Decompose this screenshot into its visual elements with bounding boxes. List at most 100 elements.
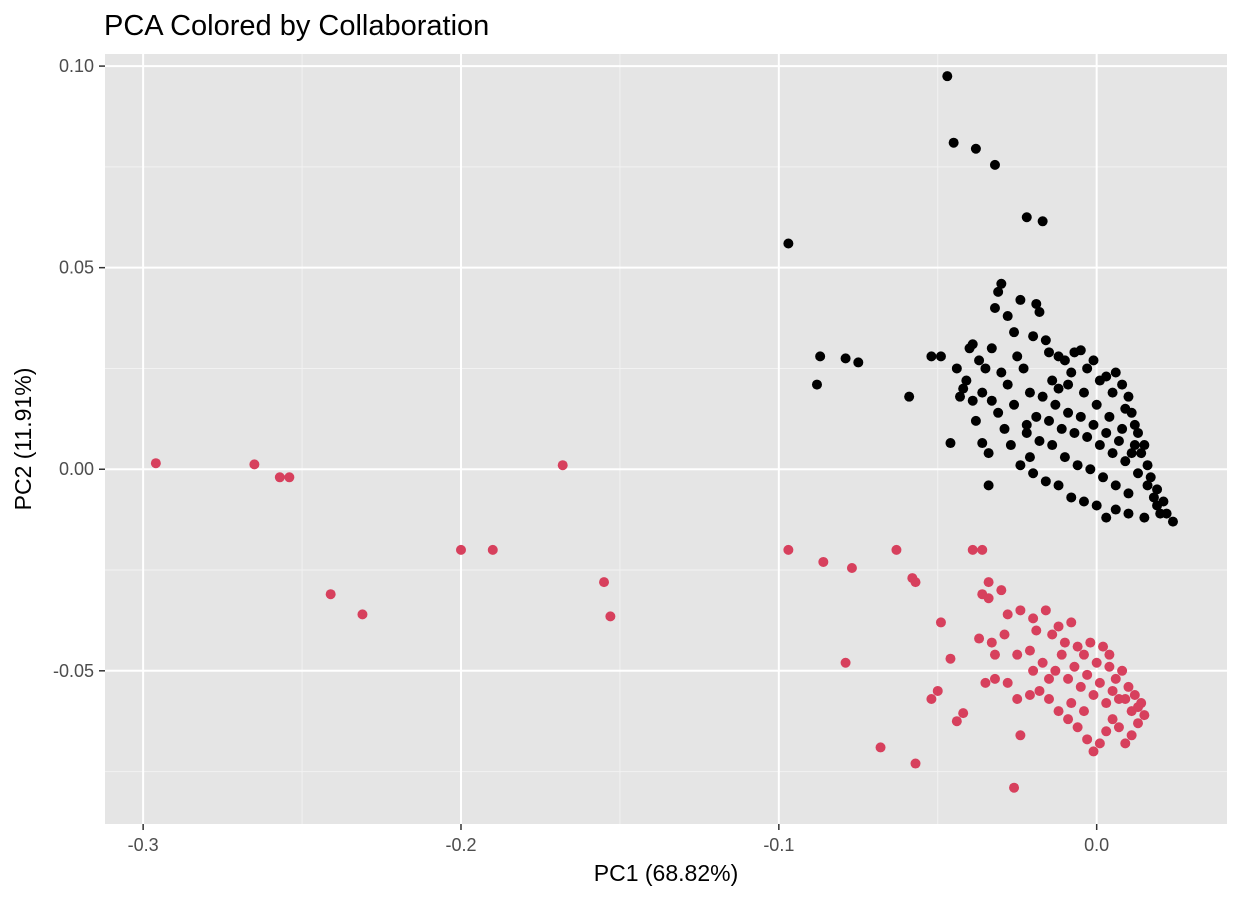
- scatter-point: [783, 238, 794, 249]
- scatter-point: [1107, 387, 1118, 398]
- scatter-point: [977, 438, 988, 449]
- scatter-point: [1091, 657, 1102, 668]
- scatter-point: [1005, 440, 1016, 451]
- scatter-point: [1123, 488, 1134, 499]
- scatter-point: [1101, 427, 1112, 438]
- scatter-point: [967, 395, 978, 406]
- x-axis-title: PC1 (68.82%): [594, 860, 738, 886]
- scatter-point: [1107, 714, 1118, 725]
- scatter-point: [974, 633, 985, 644]
- scatter-point: [1167, 516, 1178, 527]
- y-tick-label: -0.05: [53, 661, 94, 681]
- scatter-point: [983, 577, 994, 588]
- scatter-point: [1066, 617, 1077, 628]
- scatter-point: [1063, 714, 1074, 725]
- scatter-point: [993, 286, 1004, 297]
- scatter-point: [1034, 436, 1045, 447]
- scatter-point: [1031, 298, 1042, 309]
- scatter-point: [1044, 415, 1055, 426]
- scatter-point: [1053, 480, 1064, 491]
- scatter-point: [1126, 407, 1137, 418]
- scatter-point: [1047, 440, 1058, 451]
- scatter-point: [1044, 694, 1055, 705]
- scatter-point: [1129, 419, 1140, 430]
- scatter-point: [1009, 327, 1020, 338]
- scatter-point: [1024, 689, 1035, 700]
- scatter-point: [1107, 448, 1118, 459]
- scatter-point: [904, 391, 915, 402]
- scatter-point: [1098, 641, 1109, 652]
- scatter-point: [986, 395, 997, 406]
- scatter-point: [980, 363, 991, 374]
- scatter-point: [557, 460, 568, 471]
- scatter-point: [1110, 480, 1121, 491]
- scatter-point: [999, 423, 1010, 434]
- scatter-point: [989, 302, 1000, 313]
- scatter-point: [1002, 609, 1013, 620]
- scatter-point: [958, 708, 969, 719]
- scatter-point: [996, 278, 1007, 289]
- scatter-point: [1107, 685, 1118, 696]
- scatter-point: [986, 637, 997, 648]
- scatter-point: [1101, 512, 1112, 523]
- scatter-point: [1072, 460, 1083, 471]
- scatter-point: [1053, 706, 1064, 717]
- scatter-point: [1104, 411, 1115, 422]
- scatter-point: [1037, 657, 1048, 668]
- scatter-point: [1133, 702, 1144, 713]
- scatter-point: [1139, 710, 1150, 721]
- scatter-point: [1028, 613, 1039, 624]
- scatter-point: [1015, 730, 1026, 741]
- scatter-point: [1158, 496, 1169, 507]
- scatter-point: [1015, 460, 1026, 471]
- scatter-point: [1123, 508, 1134, 519]
- scatter-point: [1088, 355, 1099, 366]
- scatter-point: [977, 544, 988, 555]
- scatter-point: [818, 556, 829, 567]
- scatter-point: [1113, 436, 1124, 447]
- scatter-point: [1075, 345, 1086, 356]
- scatter-point: [935, 617, 946, 628]
- scatter-point: [948, 137, 959, 148]
- scatter-point: [1037, 391, 1048, 402]
- scatter-point: [1015, 294, 1026, 305]
- scatter-point: [1015, 605, 1026, 616]
- scatter-point: [1021, 427, 1032, 438]
- scatter-point: [1031, 625, 1042, 636]
- scatter-point: [1101, 371, 1112, 382]
- scatter-point: [1110, 673, 1121, 684]
- scatter-point: [1142, 480, 1153, 491]
- scatter-point: [1145, 472, 1156, 483]
- scatter-point: [846, 563, 857, 574]
- scatter-point: [1024, 645, 1035, 656]
- scatter-point: [1091, 399, 1102, 410]
- scatter-point: [1075, 411, 1086, 422]
- scatter-point: [1028, 331, 1039, 342]
- scatter-point: [1078, 649, 1089, 660]
- scatter-point: [605, 611, 616, 622]
- scatter-point: [1024, 452, 1035, 463]
- scatter-point: [1133, 718, 1144, 729]
- scatter-point: [599, 577, 610, 588]
- scatter-point: [1034, 685, 1045, 696]
- scatter-point: [1094, 440, 1105, 451]
- scatter-point: [1139, 512, 1150, 523]
- scatter-point: [958, 383, 969, 394]
- scatter-point: [1088, 746, 1099, 757]
- y-tick-label: 0.05: [59, 258, 94, 278]
- y-tick-label: 0.00: [59, 459, 94, 479]
- scatter-point: [942, 71, 953, 82]
- scatter-point: [1117, 379, 1128, 390]
- scatter-point: [1040, 476, 1051, 487]
- scatter-point: [455, 544, 466, 555]
- scatter-point: [1056, 649, 1067, 660]
- scatter-point: [1059, 637, 1070, 648]
- scatter-point: [1078, 496, 1089, 507]
- scatter-point: [1047, 375, 1058, 386]
- scatter-point: [487, 544, 498, 555]
- scatter-point: [1040, 335, 1051, 346]
- scatter-point: [1098, 472, 1109, 483]
- scatter-point: [815, 351, 826, 362]
- scatter-point: [1110, 504, 1121, 515]
- scatter-point: [1044, 673, 1055, 684]
